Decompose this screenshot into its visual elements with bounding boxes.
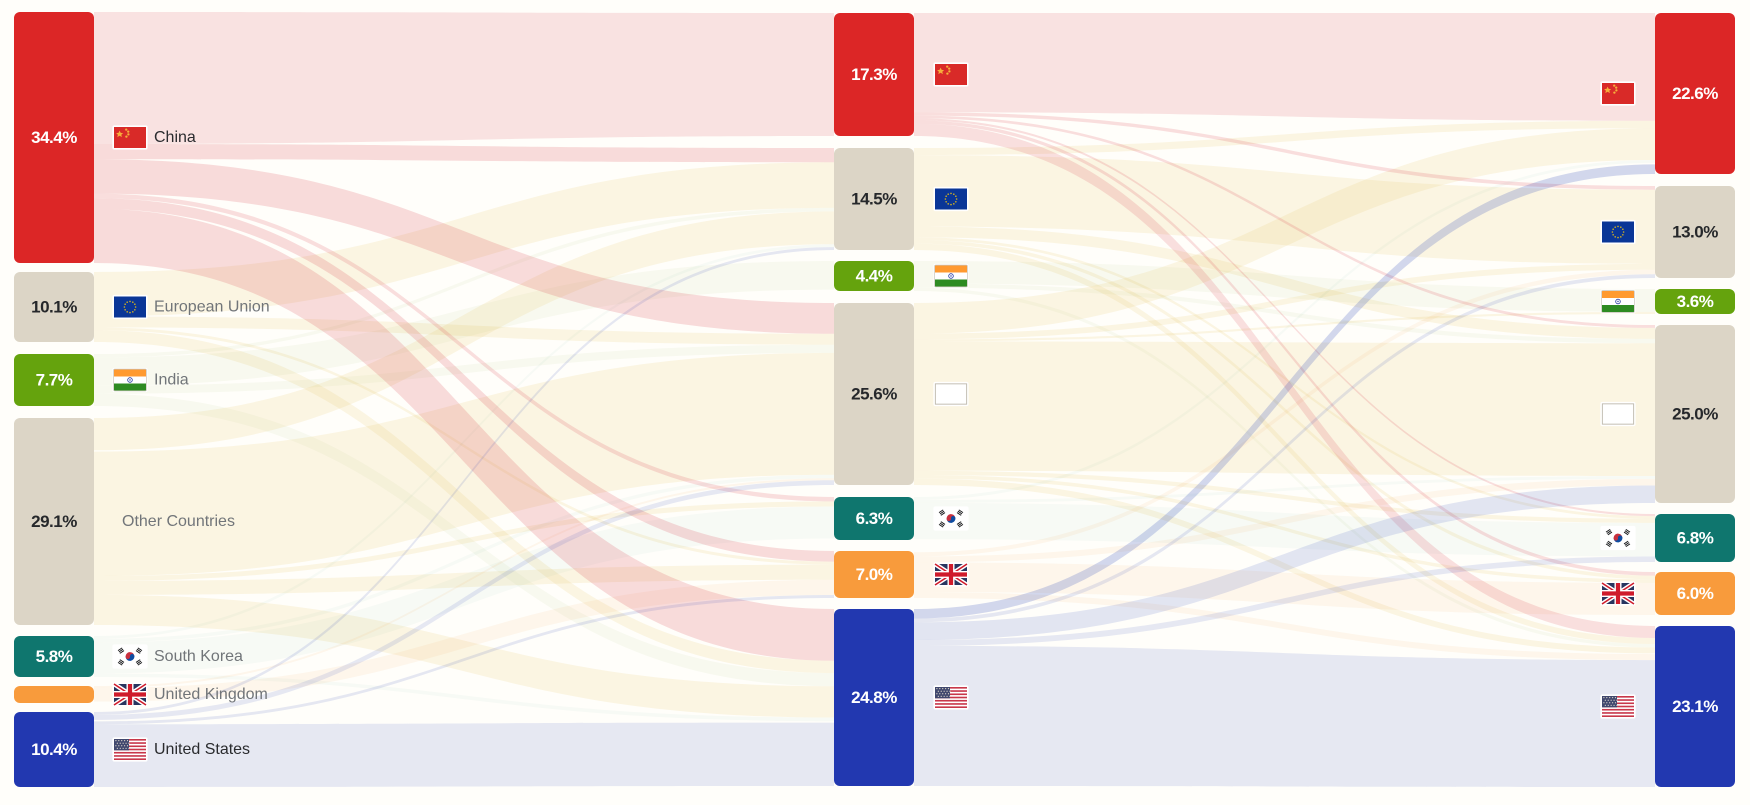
svg-text:25.0%: 25.0% xyxy=(1672,405,1718,424)
svg-text:Other Countries: Other Countries xyxy=(122,513,235,530)
svg-text:7.7%: 7.7% xyxy=(36,371,73,390)
svg-text:7.0%: 7.0% xyxy=(856,565,893,584)
svg-text:25.6%: 25.6% xyxy=(851,385,897,404)
svg-text:6.3%: 6.3% xyxy=(856,509,893,528)
svg-text:South Korea: South Korea xyxy=(154,648,243,665)
svg-text:5.8%: 5.8% xyxy=(36,647,73,666)
svg-text:6.0%: 6.0% xyxy=(1677,584,1714,603)
svg-text:India: India xyxy=(154,372,189,389)
svg-text:European Union: European Union xyxy=(154,299,270,316)
svg-text:24.8%: 24.8% xyxy=(851,688,897,707)
svg-text:United Kingdom: United Kingdom xyxy=(154,686,268,703)
svg-text:23.1%: 23.1% xyxy=(1672,697,1718,716)
svg-text:34.4%: 34.4% xyxy=(31,128,77,147)
svg-text:6.8%: 6.8% xyxy=(1677,529,1714,548)
svg-text:17.3%: 17.3% xyxy=(851,65,897,84)
svg-text:22.6%: 22.6% xyxy=(1672,84,1718,103)
svg-text:China: China xyxy=(154,129,196,146)
svg-text:29.1%: 29.1% xyxy=(31,512,77,531)
svg-text:4.4%: 4.4% xyxy=(856,267,893,286)
svg-text:3.6%: 3.6% xyxy=(1677,292,1714,311)
svg-text:10.4%: 10.4% xyxy=(31,740,77,759)
svg-text:14.5%: 14.5% xyxy=(851,190,897,209)
svg-text:13.0%: 13.0% xyxy=(1672,223,1718,242)
svg-text:10.1%: 10.1% xyxy=(31,298,77,317)
svg-text:United States: United States xyxy=(154,741,250,758)
